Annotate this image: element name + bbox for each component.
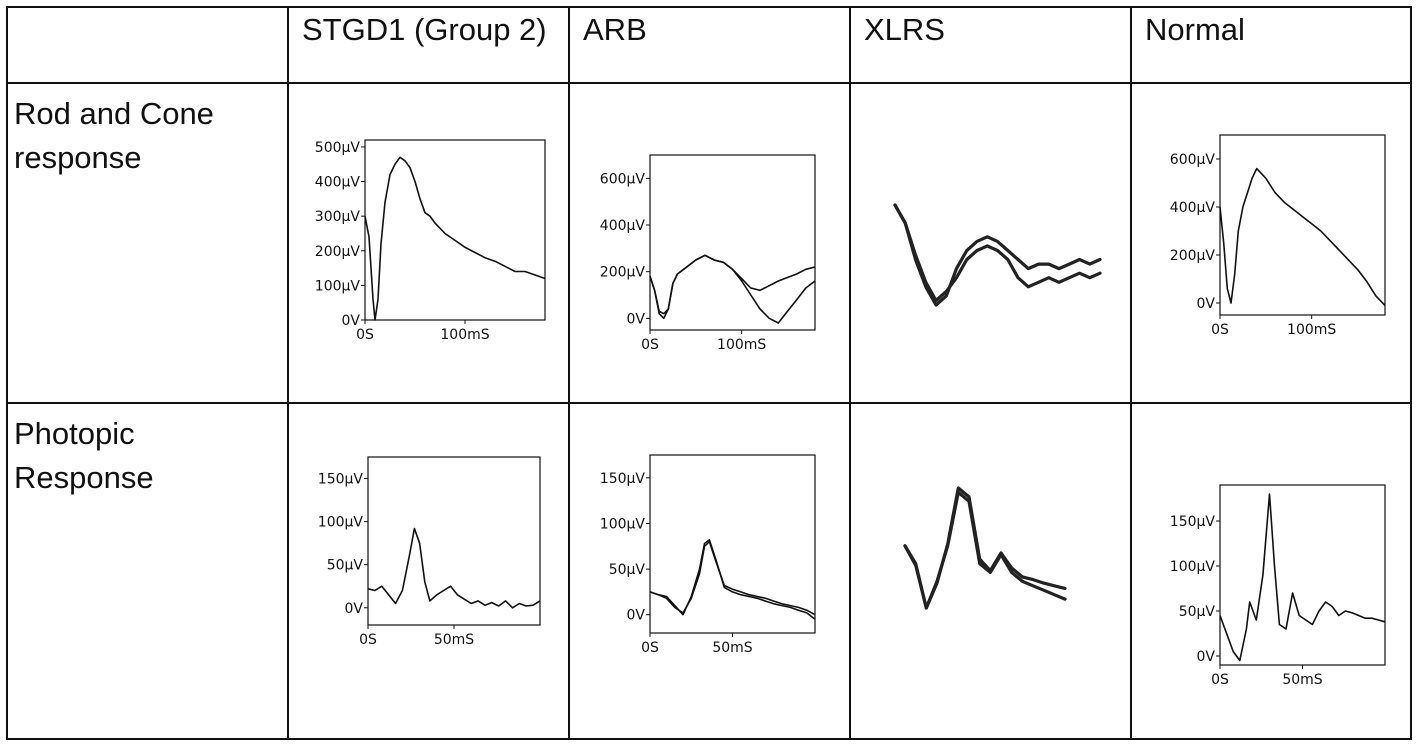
erg-plot-normal-rod-cone: 600µV 400µV 200µV 0V 0S 100mS [1150,130,1390,370]
erg-plot-svg: 150µV 100µV 50µV 0V 0S 50mS [318,456,541,648]
y-tick-label: 600µV [1170,152,1216,168]
erg-trace-2 [893,203,1102,303]
y-tick-label: 0V [627,608,646,624]
x-tick-label: 50mS [712,640,752,656]
y-tick-label: 0V [345,601,364,617]
erg-plot-xlrs-rod-cone [893,203,1102,330]
erg-plot-svg: 600µV 400µV 200µV 0V 0S 100mS [600,154,816,353]
y-tick-label: 0V [1197,649,1216,665]
y-tick-label: 100µV [315,278,361,294]
plot-frame [1219,134,1386,316]
row-label-line: Photopic [14,416,135,451]
erg-trace-2 [649,540,816,616]
erg-plot-svg: 150µV 100µV 50µV 0V 0S 50mS [1170,484,1386,688]
erg-plot-svg [903,486,1067,610]
plot-frame [649,154,816,331]
erg-plot-xlrs-photopic [903,486,1067,633]
erg-trace-1 [367,527,541,609]
plot-frame [367,456,541,626]
y-tick-label: 200µV [315,244,361,260]
row-label-line: response [14,140,142,175]
x-tick-label: 0S [641,337,659,353]
y-tick-label: 0V [1197,296,1216,312]
erg-plot-normal-photopic: 150µV 100µV 50µV 0V 0S 50mS [1150,480,1390,715]
column-divider [287,8,289,738]
y-tick-label: 50µV [609,562,646,578]
y-tick-label: 200µV [600,265,646,281]
row-label-line: Response [14,460,154,495]
y-tick-label: 100µV [318,515,364,531]
y-tick-label: 400µV [1170,200,1216,216]
x-tick-label: 100mS [440,327,489,343]
row-label-photopic: Photopic Response [14,412,264,500]
x-tick-label: 100mS [1287,322,1336,338]
row-label-line: Rod and Cone [14,96,214,131]
erg-trace-1 [903,490,1067,610]
plot-frame [364,139,546,321]
row-divider [8,402,1410,404]
x-tick-label: 0S [359,632,377,648]
column-header-xlrs: XLRS [864,12,945,47]
y-tick-label: 400µV [315,175,361,191]
erg-plot-svg [893,203,1102,307]
y-tick-label: 150µV [318,472,364,488]
erg-trace-1 [364,156,546,321]
erg-plot-svg: 150µV 100µV 50µV 0V 0S 50mS [600,454,816,656]
column-header-stgd1: STGD1 (Group 2) [302,12,547,47]
erg-trace-2 [903,486,1067,610]
erg-plot-svg: 600µV 400µV 200µV 0V 0S 100mS [1170,134,1386,338]
y-tick-label: 100µV [1170,559,1216,575]
x-tick-label: 0S [356,327,374,343]
row-divider [8,82,1410,84]
erg-comparison-table [6,6,1412,740]
column-divider [849,8,851,738]
erg-trace-1 [1219,493,1386,662]
y-tick-label: 500µV [315,140,361,156]
x-tick-label: 0S [641,640,659,656]
y-tick-label: 0V [627,311,646,327]
x-tick-label: 0S [1211,322,1229,338]
erg-trace-1 [1219,167,1386,306]
erg-trace-1 [649,254,816,315]
erg-plot-stgd1-rod-cone: 500µV 400µV 300µV 200µV 100µV 0V 0S 100mS [300,135,550,360]
y-tick-label: 0V [342,313,361,329]
erg-plot-arb-rod-cone: 600µV 400µV 200µV 0V 0S 100mS [590,150,820,375]
column-header-normal: Normal [1145,12,1245,47]
y-tick-label: 200µV [1170,248,1216,264]
erg-plot-stgd1-photopic: 150µV 100µV 50µV 0V 0S 50mS [300,452,545,662]
y-tick-label: 600µV [600,171,646,187]
y-tick-label: 300µV [315,209,361,225]
erg-trace-1 [893,203,1102,307]
y-tick-label: 100µV [600,516,646,532]
y-tick-label: 50µV [327,558,364,574]
y-tick-label: 150µV [1170,514,1216,530]
erg-trace-2 [649,254,816,324]
row-label-rod-cone: Rod and Cone response [14,92,264,180]
erg-plot-arb-photopic: 150µV 100µV 50µV 0V 0S 50mS [590,450,820,690]
column-divider [568,8,570,738]
x-tick-label: 50mS [1282,672,1322,688]
column-header-arb: ARB [583,12,647,47]
y-tick-label: 50µV [1179,604,1216,620]
x-tick-label: 0S [1211,672,1229,688]
x-tick-label: 50mS [434,632,474,648]
x-tick-label: 100mS [717,337,766,353]
column-divider [1130,8,1132,738]
y-tick-label: 400µV [600,218,646,234]
y-tick-label: 150µV [600,471,646,487]
